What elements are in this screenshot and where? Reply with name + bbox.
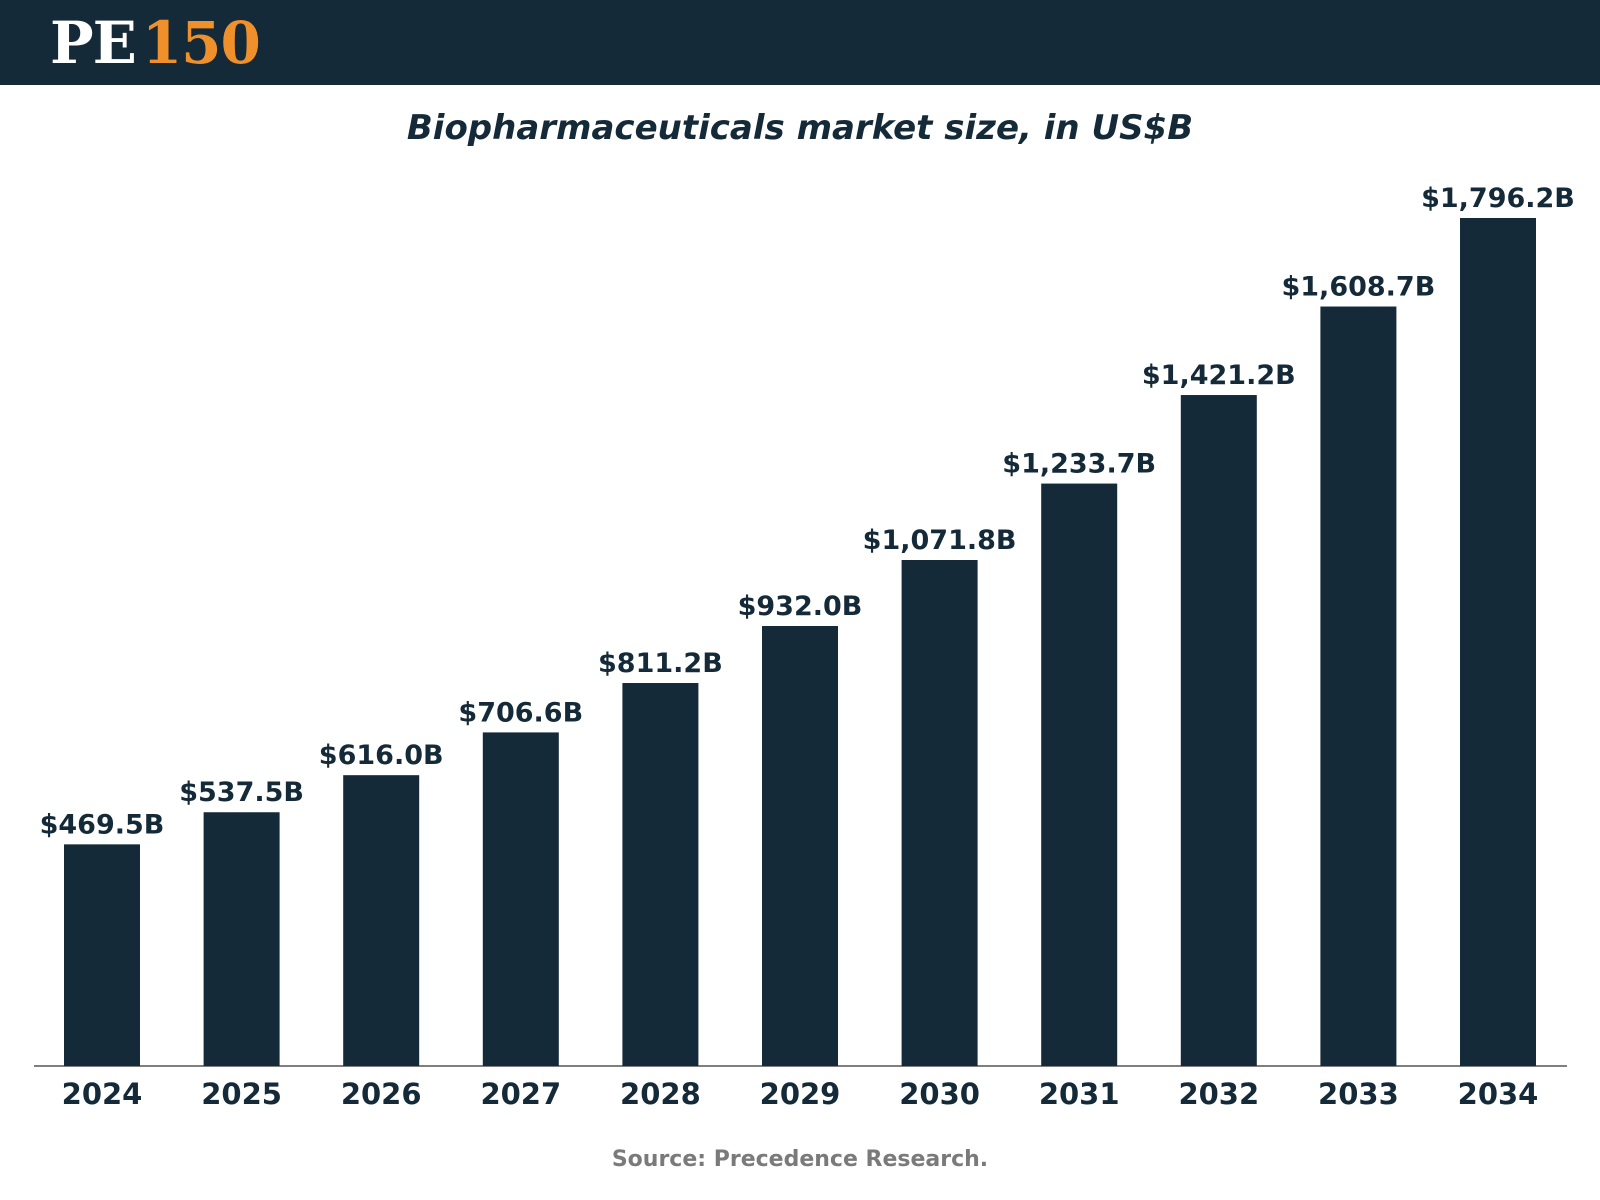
bar-2024 [64, 844, 140, 1066]
data-label-2024: $469.5B [40, 809, 165, 840]
x-tick-2029: 2029 [760, 1077, 841, 1111]
x-tick-2027: 2027 [480, 1077, 561, 1111]
data-label-2033: $1,608.7B [1281, 272, 1435, 303]
data-label-2029: $932.0B [738, 591, 863, 622]
data-label-2030: $1,071.8B [863, 525, 1017, 556]
x-tick-2030: 2030 [899, 1077, 980, 1111]
data-label-2025: $537.5B [179, 777, 304, 808]
x-tick-2031: 2031 [1039, 1077, 1120, 1111]
data-label-2031: $1,233.7B [1002, 449, 1156, 480]
logo-pe-text: PE [50, 9, 137, 77]
data-label-2026: $616.0B [319, 740, 444, 771]
bar-2025 [203, 812, 280, 1066]
bar-2033 [1320, 306, 1397, 1066]
data-label-2028: $811.2B [598, 648, 723, 679]
x-tick-2032: 2032 [1178, 1077, 1259, 1111]
chart-title: Biopharmaceuticals market size, in US$B [406, 108, 1194, 148]
logo-number-text: 150 [141, 9, 261, 77]
x-tick-2028: 2028 [620, 1077, 701, 1111]
source-note: Source: Precedence Research. [611, 1147, 989, 1172]
bar-2029 [762, 625, 838, 1066]
bar-2030 [901, 559, 978, 1066]
header-bar: PE 150 [0, 0, 1600, 85]
bar-2026 [343, 775, 420, 1066]
bar-2027 [482, 732, 559, 1066]
x-tick-2025: 2025 [201, 1077, 282, 1111]
bar-2028 [622, 683, 699, 1066]
x-tick-2024: 2024 [62, 1077, 143, 1111]
data-label-2032: $1,421.2B [1142, 360, 1296, 391]
pe150-logo: PE 150 [50, 9, 261, 77]
bar-2032 [1180, 395, 1257, 1066]
bar-2031 [1041, 483, 1118, 1066]
x-tick-2026: 2026 [341, 1077, 422, 1111]
x-tick-2034: 2034 [1458, 1077, 1539, 1111]
data-label-2034: $1,796.2B [1421, 183, 1575, 214]
bar-2034 [1460, 218, 1536, 1066]
x-tick-2033: 2033 [1318, 1077, 1399, 1111]
data-label-2027: $706.6B [458, 697, 583, 728]
